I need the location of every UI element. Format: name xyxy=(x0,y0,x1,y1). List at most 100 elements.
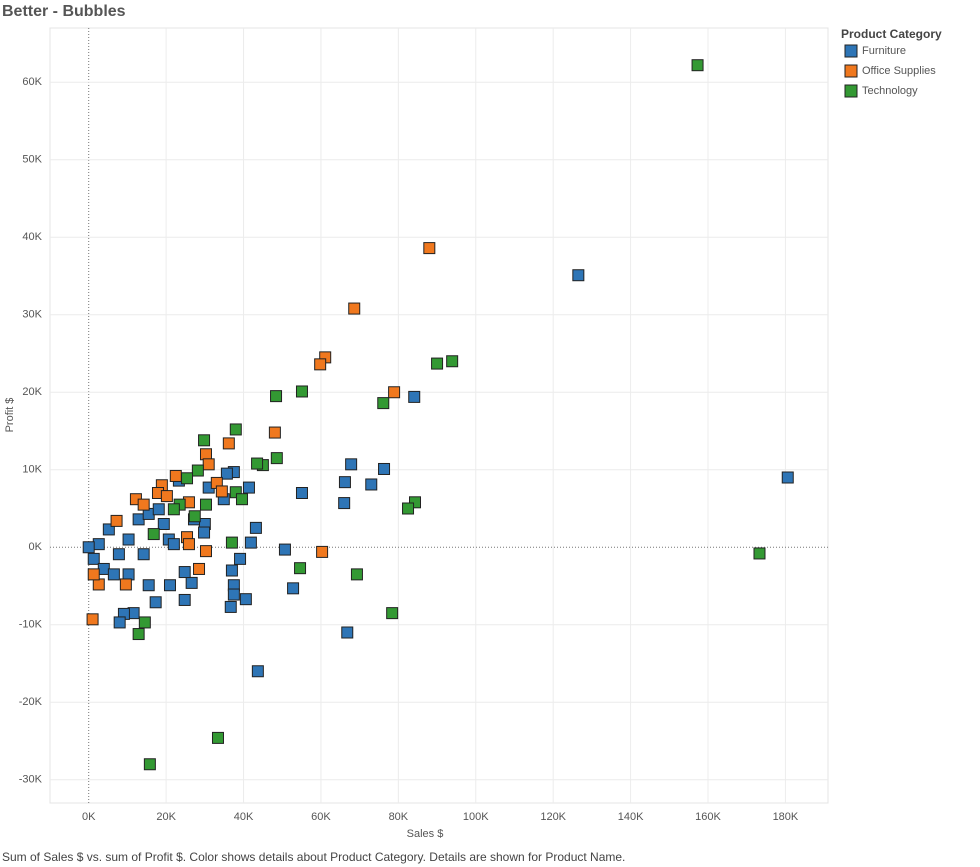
data-point xyxy=(691,59,704,72)
x-tick-label: 100K xyxy=(463,811,489,823)
data-point xyxy=(82,541,95,554)
y-tick-label: 60K xyxy=(22,76,42,88)
data-point xyxy=(102,523,115,536)
data-point xyxy=(160,490,173,503)
data-point xyxy=(229,423,242,436)
data-point xyxy=(119,578,132,591)
data-point xyxy=(229,486,242,499)
legend-title: Product Category xyxy=(841,27,942,41)
data-point xyxy=(234,552,247,565)
y-tick-label: 50K xyxy=(22,154,42,166)
y-tick-label: 10K xyxy=(22,464,42,476)
data-point xyxy=(198,526,211,539)
x-tick-label: 120K xyxy=(540,811,566,823)
data-point xyxy=(423,242,436,255)
legend-swatch xyxy=(844,44,858,58)
data-point xyxy=(225,564,238,577)
data-point xyxy=(163,579,176,592)
data-point xyxy=(178,593,191,606)
data-point xyxy=(386,607,399,620)
data-point xyxy=(251,665,264,678)
data-point xyxy=(220,467,233,480)
data-point xyxy=(215,485,228,498)
caption: Sum of Sales $ vs. sum of Profit $. Colo… xyxy=(2,850,625,864)
data-point xyxy=(137,498,150,511)
data-point xyxy=(167,538,180,551)
data-point xyxy=(167,503,180,516)
data-point xyxy=(377,397,390,410)
data-point xyxy=(408,390,421,403)
data-point xyxy=(338,497,351,510)
data-point xyxy=(242,481,255,494)
data-point xyxy=(409,496,422,509)
chart-title: Better - Bubbles xyxy=(2,3,126,20)
data-point xyxy=(132,628,145,641)
x-tick-label: 40K xyxy=(234,811,254,823)
x-tick-label: 180K xyxy=(773,811,799,823)
data-point xyxy=(178,566,191,579)
data-point xyxy=(350,568,363,581)
data-point xyxy=(244,536,257,549)
data-point xyxy=(378,462,391,475)
y-tick-label: -30K xyxy=(19,774,43,786)
data-point xyxy=(338,476,351,489)
data-point xyxy=(97,562,110,575)
data-point xyxy=(122,568,135,581)
data-point xyxy=(348,302,361,315)
plot-frame xyxy=(49,27,829,804)
data-point xyxy=(211,731,224,744)
data-point xyxy=(147,528,160,541)
data-point xyxy=(431,357,444,370)
data-point xyxy=(224,600,237,613)
x-tick-label: 80K xyxy=(389,811,409,823)
data-point xyxy=(137,548,150,561)
x-tick-label: 60K xyxy=(311,811,331,823)
data-point xyxy=(251,457,264,470)
data-point xyxy=(199,545,212,558)
y-tick-label: -20K xyxy=(19,696,43,708)
data-point xyxy=(294,562,307,575)
y-tick-label: -10K xyxy=(19,619,43,631)
x-tick-label: 140K xyxy=(618,811,644,823)
data-point xyxy=(87,568,100,581)
data-point xyxy=(87,552,100,565)
data-point xyxy=(572,269,585,282)
data-point xyxy=(110,514,123,527)
data-point xyxy=(112,548,125,561)
x-tick-label: 160K xyxy=(695,811,721,823)
data-point xyxy=(314,358,327,371)
data-point xyxy=(113,616,126,629)
data-point xyxy=(278,543,291,556)
y-tick-label: 40K xyxy=(22,231,42,243)
data-point xyxy=(270,452,283,465)
data-point xyxy=(235,493,248,506)
data-point xyxy=(202,458,215,471)
data-point xyxy=(781,471,794,484)
data-point xyxy=(191,464,204,477)
data-point xyxy=(316,545,329,558)
data-point xyxy=(222,437,235,450)
legend-label: Technology xyxy=(862,85,918,97)
x-tick-label: 20K xyxy=(156,811,176,823)
data-point xyxy=(181,472,194,485)
data-point xyxy=(92,578,105,591)
x-tick-label: 0K xyxy=(82,811,96,823)
data-point xyxy=(446,355,459,368)
y-tick-label: 30K xyxy=(22,309,42,321)
data-point xyxy=(295,385,308,398)
data-point xyxy=(132,513,145,526)
data-point xyxy=(199,448,212,461)
data-point xyxy=(152,503,165,516)
data-point xyxy=(169,469,182,482)
data-point xyxy=(149,596,162,609)
data-point xyxy=(142,579,155,592)
data-point xyxy=(287,582,300,595)
data-point xyxy=(198,434,211,447)
data-point xyxy=(227,588,240,601)
data-point xyxy=(225,536,238,549)
legend-label: Office Supplies xyxy=(862,65,936,77)
data-point xyxy=(341,626,354,639)
data-point xyxy=(345,458,358,471)
data-point xyxy=(295,487,308,499)
data-point xyxy=(86,613,99,626)
